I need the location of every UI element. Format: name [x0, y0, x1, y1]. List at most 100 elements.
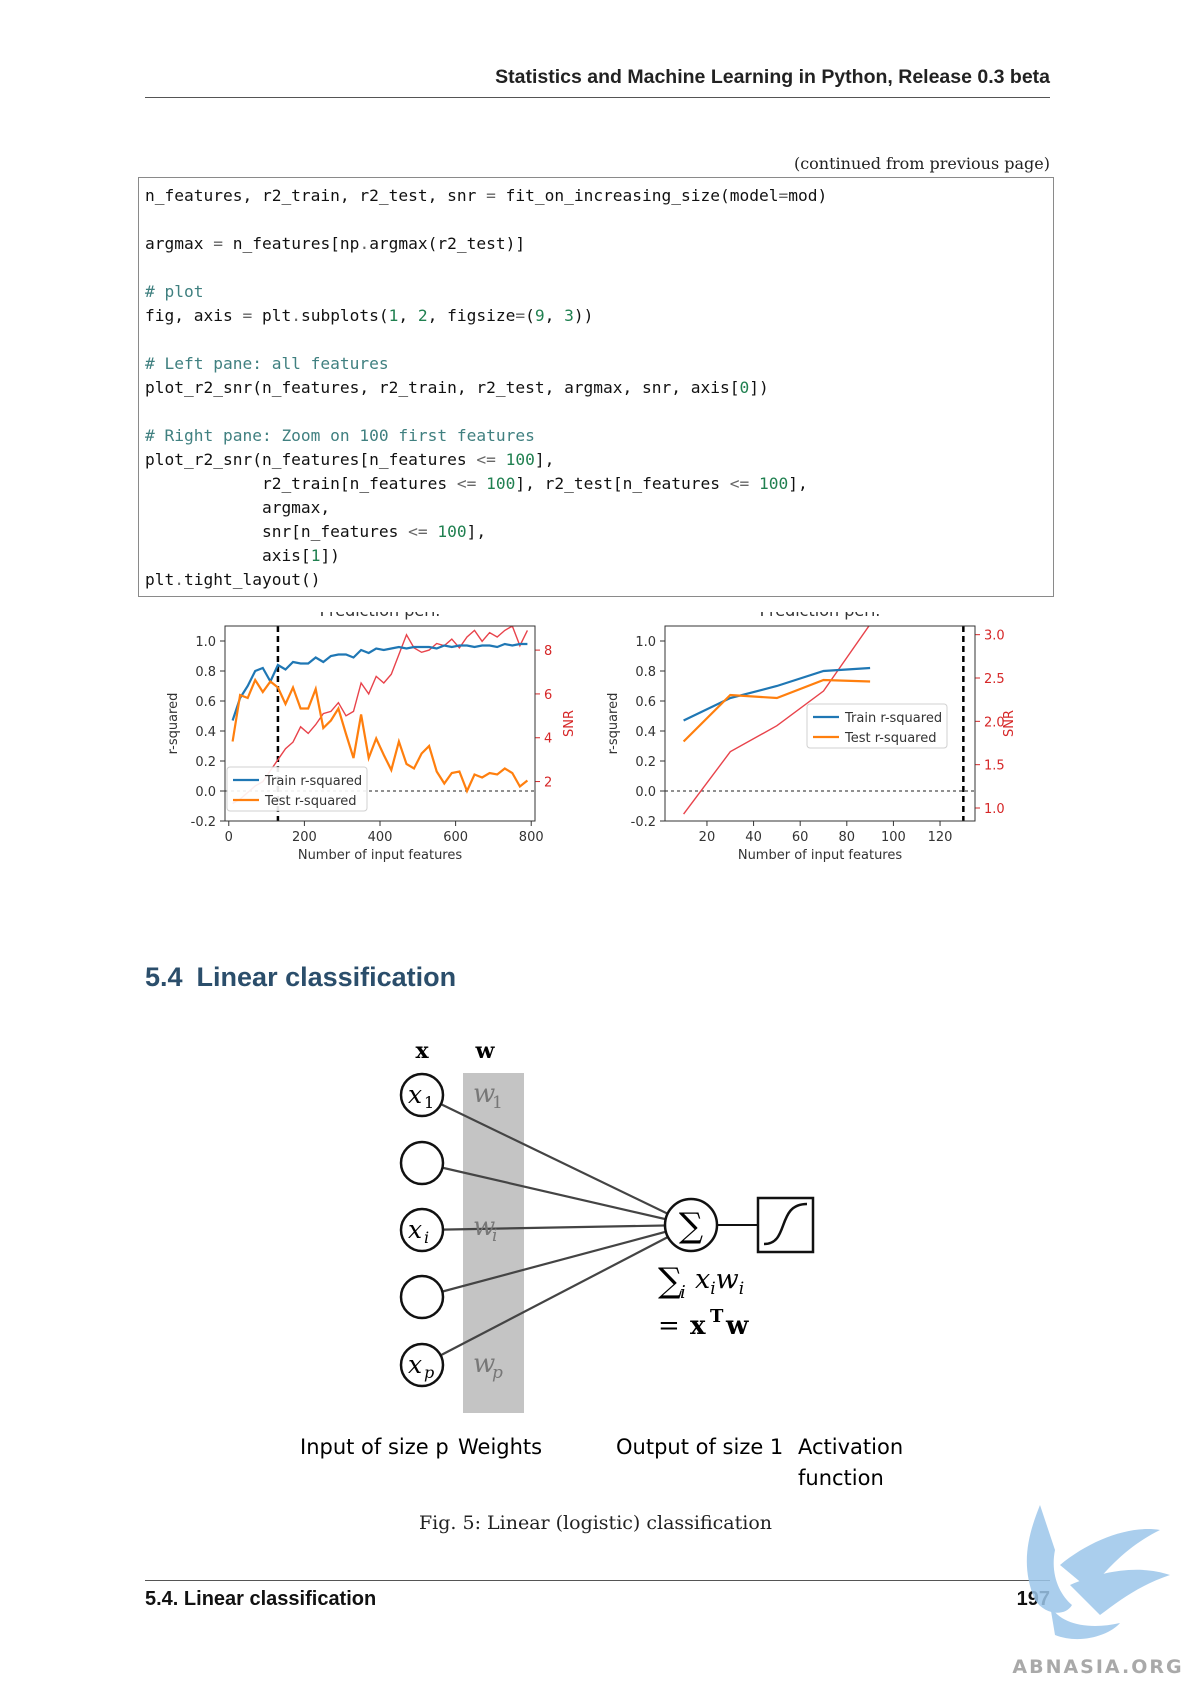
weight-sub: p: [492, 1363, 503, 1383]
code-line: # Left pane: all features: [145, 354, 389, 373]
code-line: axis[1]): [145, 546, 340, 565]
train-line: [231, 642, 528, 721]
input-node-label: x: [408, 1080, 422, 1109]
edge-line: [421, 1161, 692, 1227]
weight-label: w: [473, 1349, 495, 1379]
x-tick-label: 60: [792, 830, 809, 845]
code-listing: n_features, r2_train, r2_test, snr = fit…: [139, 178, 1053, 592]
weight-label: w: [473, 1079, 495, 1109]
y2-tick-label: 1.5: [984, 759, 1005, 774]
y-tick-label: 0.0: [635, 785, 656, 800]
code-line: plot_r2_snr(n_features, r2_train, r2_tes…: [145, 378, 769, 397]
weight-sub: 1: [492, 1093, 503, 1113]
x-tick-label: 120: [928, 830, 953, 845]
running-header: Statistics and Machine Learning in Pytho…: [495, 66, 1050, 88]
code-line: plot_r2_snr(n_features[n_features <= 100…: [145, 450, 555, 469]
y-tick-label: 0.2: [195, 755, 216, 770]
footer-section: 5.4. Linear classification: [145, 1588, 377, 1610]
y2-tick-label: 2: [544, 776, 552, 791]
footer-rule: [145, 1580, 1050, 1581]
formula-sum: ∑: [658, 1261, 682, 1301]
code-line: [145, 330, 155, 349]
input-node-sub: p: [424, 1363, 434, 1382]
input-node-sub: i: [424, 1228, 429, 1247]
chart-left: Prediction perf. -0.2 0.0 0.2 0.4 0.6 0.8 1.0 0 2…: [166, 612, 577, 863]
formula-line1: ∑ i xiwi: [658, 1261, 744, 1303]
legend-box: [806, 703, 948, 749]
legend-label: Test r-squared: [844, 731, 936, 746]
code-block[interactable]: n_features, r2_train, r2_test, snr = fit…: [138, 177, 1054, 597]
y-tick-label: 0.0: [195, 785, 216, 800]
x-tick-label: 20: [699, 830, 716, 845]
edge-line: [421, 1094, 692, 1226]
y2-tick-label: 8: [544, 644, 552, 659]
code-line: # Right pane: Zoom on 100 first features: [145, 426, 535, 445]
formula-eq: =: [658, 1311, 680, 1341]
y2-tick-label: 3.0: [984, 629, 1005, 644]
label-input: Input of size p: [300, 1435, 449, 1459]
figure-caption: Fig. 5: Linear (logistic) classification: [418, 1512, 773, 1534]
input-node: [399, 1274, 445, 1320]
snr-line: [232, 626, 529, 805]
code-line: n_features, r2_train, r2_test, snr = fit…: [145, 186, 828, 205]
code-line: argmax,: [145, 498, 331, 517]
test-line: [682, 678, 871, 743]
x-tick-label: 0: [225, 830, 233, 845]
weight-sub: i: [492, 1226, 497, 1246]
code-line: # plot: [145, 282, 204, 301]
chart-title: Prediction perf.: [320, 612, 441, 620]
edge-line: [421, 1223, 692, 1232]
y2-tick-label: 4: [544, 732, 552, 747]
chart-right: Prediction perf. -0.2 0.0 0.2 0.4 0.6 0.8 1.0 20…: [606, 612, 1017, 863]
code-line: [145, 258, 155, 277]
legend: Train r-squared Test r-squared: [806, 703, 948, 749]
input-node-label: x: [408, 1350, 422, 1379]
x-tick-label: 600: [443, 830, 468, 845]
edge-line: [421, 1223, 692, 1299]
y-tick-label: 0.8: [195, 665, 216, 680]
input-node: [399, 1072, 445, 1118]
continued-label: (continued from previous page): [793, 154, 1050, 173]
weight-label: w: [473, 1212, 495, 1242]
x-header: x: [415, 1038, 429, 1064]
input-node: [399, 1207, 445, 1253]
x-tick-label: 200: [292, 830, 317, 845]
test-line: [231, 677, 529, 794]
legend-label: Train r-squared: [844, 711, 942, 726]
snr-line: [683, 626, 870, 815]
section-heading: 5.4 Linear classification: [145, 962, 456, 993]
y2-tick-label: 2.5: [984, 672, 1005, 687]
label-output: Output of size 1: [616, 1435, 783, 1459]
formula-terms: xiwi: [695, 1264, 744, 1299]
formula-sub: i: [680, 1282, 686, 1303]
input-node: [399, 1342, 445, 1388]
input-node-sub: 1: [424, 1093, 434, 1112]
y-tick-label: 0.6: [195, 695, 216, 710]
legend-label: Test r-squared: [264, 794, 356, 809]
code-line: argmax = n_features[np.argmax(r2_test)]: [145, 234, 526, 253]
code-line: [145, 210, 155, 229]
section-number: 5.4: [145, 962, 183, 992]
y-tick-label: -0.2: [191, 815, 216, 830]
x-axis-label: Number of input features: [738, 848, 903, 863]
train-line: [683, 666, 871, 722]
y-tick-label: 0.6: [635, 695, 656, 710]
code-line: r2_train[n_features <= 100], r2_test[n_f…: [145, 474, 808, 493]
formula-line2: = x T w: [658, 1306, 749, 1341]
bird-icon: [1026, 1505, 1170, 1640]
section-title: Linear classification: [196, 962, 457, 992]
input-nodes: x 1x ix p: [399, 1072, 445, 1388]
y2-axis-label: SNR: [562, 710, 577, 737]
label-activation-1: Activation: [798, 1435, 903, 1459]
legend-label: Train r-squared: [264, 774, 362, 789]
code-line: [145, 402, 155, 421]
y2-axis-label: SNR: [1002, 710, 1017, 737]
w-header: w: [475, 1038, 496, 1064]
header-rule: [145, 97, 1050, 98]
x-tick-label: 800: [519, 830, 544, 845]
code-line: plt.tight_layout(): [145, 570, 321, 589]
input-node: [399, 1140, 445, 1186]
y-tick-label: -0.2: [631, 815, 656, 830]
